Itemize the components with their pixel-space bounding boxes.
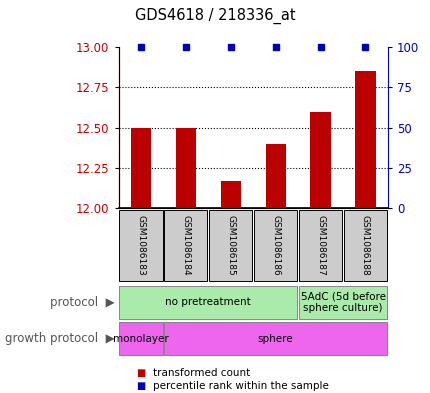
Text: GSM1086183: GSM1086183 bbox=[136, 215, 145, 276]
Text: no pretreatment: no pretreatment bbox=[165, 297, 251, 307]
Text: GSM1086185: GSM1086185 bbox=[226, 215, 235, 276]
Text: transformed count: transformed count bbox=[153, 367, 250, 378]
Text: protocol  ▶: protocol ▶ bbox=[49, 296, 114, 309]
Bar bbox=[220, 181, 240, 208]
Bar bbox=[310, 112, 330, 208]
Bar bbox=[119, 286, 297, 319]
Bar bbox=[119, 210, 162, 281]
Bar bbox=[298, 210, 341, 281]
Bar bbox=[164, 322, 386, 355]
Bar bbox=[119, 322, 162, 355]
Bar bbox=[343, 210, 386, 281]
Text: GDS4618 / 218336_at: GDS4618 / 218336_at bbox=[135, 7, 295, 24]
Bar bbox=[131, 128, 151, 208]
Text: 5AdC (5d before
sphere culture): 5AdC (5d before sphere culture) bbox=[300, 292, 384, 313]
Bar bbox=[354, 72, 375, 208]
Text: sphere: sphere bbox=[257, 334, 293, 344]
Bar bbox=[164, 210, 207, 281]
Text: GSM1086184: GSM1086184 bbox=[181, 215, 190, 276]
Text: ■: ■ bbox=[135, 381, 144, 391]
Text: monolayer: monolayer bbox=[113, 334, 169, 344]
Bar bbox=[209, 210, 252, 281]
Text: ■: ■ bbox=[135, 367, 144, 378]
Bar bbox=[298, 286, 386, 319]
Bar bbox=[265, 144, 285, 208]
Text: growth protocol  ▶: growth protocol ▶ bbox=[5, 332, 114, 345]
Text: GSM1086188: GSM1086188 bbox=[360, 215, 369, 276]
Bar bbox=[254, 210, 297, 281]
Text: percentile rank within the sample: percentile rank within the sample bbox=[153, 381, 328, 391]
Text: GSM1086187: GSM1086187 bbox=[315, 215, 324, 276]
Bar bbox=[175, 128, 196, 208]
Text: GSM1086186: GSM1086186 bbox=[270, 215, 280, 276]
